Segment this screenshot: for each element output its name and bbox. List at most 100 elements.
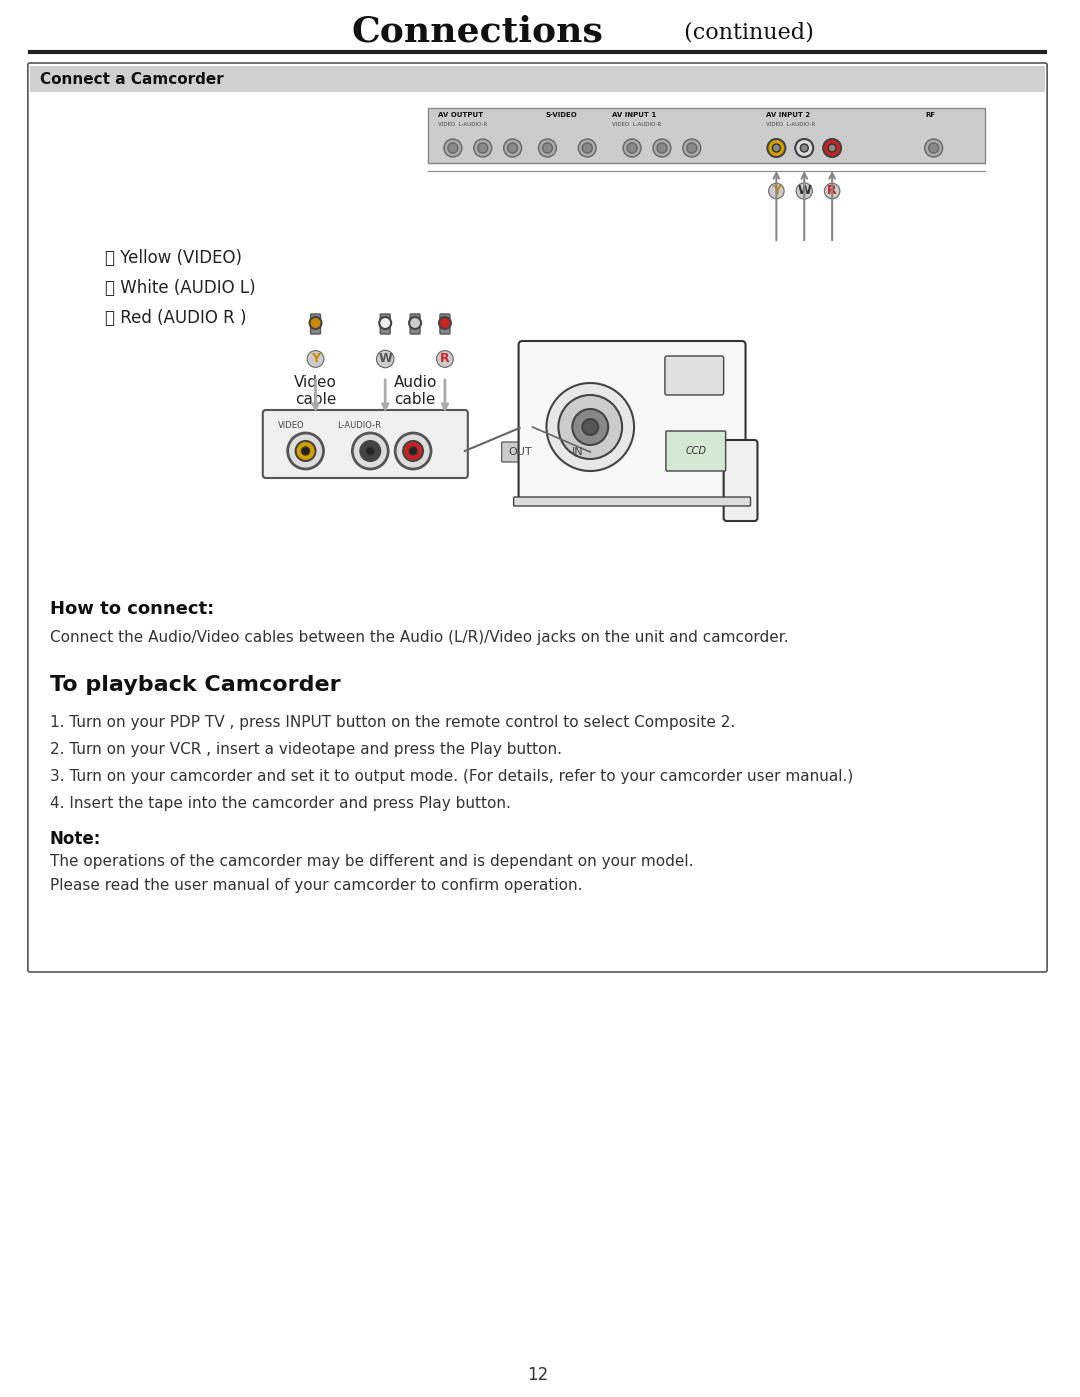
- Circle shape: [366, 447, 375, 455]
- Text: CCD: CCD: [686, 446, 706, 455]
- Text: Please read the user manual of your camcorder to confirm operation.: Please read the user manual of your camc…: [50, 877, 582, 893]
- Text: IN: IN: [572, 447, 584, 457]
- Text: (continued): (continued): [677, 21, 813, 43]
- Circle shape: [657, 142, 666, 154]
- Bar: [428, 108, 985, 163]
- Circle shape: [352, 433, 388, 469]
- Text: VIDEO  L-AUDIO-R: VIDEO L-AUDIO-R: [612, 122, 661, 127]
- Text: How to connect:: How to connect:: [50, 599, 214, 617]
- Text: W: W: [797, 184, 811, 197]
- FancyBboxPatch shape: [380, 314, 390, 334]
- Circle shape: [924, 138, 943, 156]
- Circle shape: [795, 138, 813, 156]
- Text: R: R: [441, 352, 449, 366]
- Text: 1. Turn on your PDP TV , press INPUT button on the remote control to select Comp: 1. Turn on your PDP TV , press INPUT but…: [50, 715, 735, 731]
- Circle shape: [653, 138, 671, 156]
- FancyBboxPatch shape: [724, 440, 757, 521]
- Circle shape: [828, 144, 836, 152]
- FancyBboxPatch shape: [311, 314, 321, 334]
- Circle shape: [474, 138, 491, 156]
- Text: Y: Y: [311, 352, 320, 366]
- Circle shape: [582, 142, 592, 154]
- FancyBboxPatch shape: [666, 432, 726, 471]
- Circle shape: [582, 419, 598, 434]
- Circle shape: [572, 409, 608, 446]
- Text: R: R: [827, 184, 837, 197]
- FancyBboxPatch shape: [28, 63, 1048, 972]
- Text: W: W: [378, 352, 392, 366]
- Circle shape: [403, 441, 423, 461]
- Text: L-AUDIO-R: L-AUDIO-R: [337, 420, 381, 430]
- Text: 2. Turn on your VCR , insert a videotape and press the Play button.: 2. Turn on your VCR , insert a videotape…: [50, 742, 562, 757]
- Text: S-VIDEO: S-VIDEO: [545, 112, 577, 117]
- Circle shape: [772, 144, 781, 152]
- Circle shape: [687, 142, 697, 154]
- Text: ⓡ Red (AUDIO R ): ⓡ Red (AUDIO R ): [105, 309, 246, 327]
- Circle shape: [395, 433, 431, 469]
- Circle shape: [623, 138, 642, 156]
- Circle shape: [827, 142, 837, 154]
- Circle shape: [296, 441, 315, 461]
- Text: VIDEO: VIDEO: [278, 420, 305, 430]
- Circle shape: [287, 433, 324, 469]
- Text: ⓦ White (AUDIO L): ⓦ White (AUDIO L): [105, 279, 255, 298]
- Circle shape: [503, 138, 522, 156]
- Circle shape: [508, 142, 517, 154]
- Text: Audio
cable: Audio cable: [393, 374, 436, 408]
- FancyBboxPatch shape: [410, 314, 420, 334]
- Circle shape: [683, 138, 701, 156]
- FancyBboxPatch shape: [518, 341, 745, 504]
- Circle shape: [477, 142, 488, 154]
- Circle shape: [542, 142, 553, 154]
- Text: Connect the Audio/Video cables between the Audio (L/R)/Video jacks on the unit a: Connect the Audio/Video cables between t…: [50, 630, 788, 645]
- Circle shape: [409, 447, 417, 455]
- Circle shape: [795, 138, 813, 156]
- Circle shape: [771, 142, 781, 154]
- Text: 3. Turn on your camcorder and set it to output mode. (For details, refer to your: 3. Turn on your camcorder and set it to …: [50, 768, 853, 784]
- Circle shape: [768, 138, 785, 156]
- Text: 4. Insert the tape into the camcorder and press Play button.: 4. Insert the tape into the camcorder an…: [50, 796, 511, 812]
- Text: RF: RF: [926, 112, 935, 117]
- FancyBboxPatch shape: [665, 356, 724, 395]
- Circle shape: [438, 317, 451, 330]
- Circle shape: [310, 317, 322, 330]
- Circle shape: [823, 138, 841, 156]
- Circle shape: [379, 317, 391, 330]
- Text: Connections: Connections: [352, 15, 604, 49]
- Circle shape: [800, 144, 808, 152]
- FancyBboxPatch shape: [514, 497, 751, 506]
- Text: AV OUTPUT: AV OUTPUT: [438, 112, 483, 117]
- Circle shape: [444, 138, 462, 156]
- Circle shape: [823, 138, 841, 156]
- Text: AV INPUT 1: AV INPUT 1: [612, 112, 657, 117]
- Circle shape: [558, 395, 622, 460]
- Circle shape: [578, 138, 596, 156]
- Circle shape: [409, 317, 421, 330]
- Circle shape: [546, 383, 634, 471]
- Text: Note:: Note:: [50, 830, 102, 848]
- Text: AV INPUT 2: AV INPUT 2: [767, 112, 811, 117]
- Circle shape: [448, 142, 458, 154]
- Text: VIDEO  L-AUDIO-R: VIDEO L-AUDIO-R: [767, 122, 815, 127]
- Text: 12: 12: [527, 1366, 549, 1384]
- Circle shape: [929, 142, 939, 154]
- FancyBboxPatch shape: [502, 441, 591, 462]
- FancyBboxPatch shape: [30, 66, 1045, 92]
- Text: OUT: OUT: [509, 447, 532, 457]
- Text: Connect a Camcorder: Connect a Camcorder: [40, 71, 224, 87]
- Circle shape: [539, 138, 556, 156]
- Bar: [532, 446, 554, 458]
- Text: The operations of the camcorder may be different and is dependant on your model.: The operations of the camcorder may be d…: [50, 854, 693, 869]
- Circle shape: [768, 138, 785, 156]
- Circle shape: [799, 142, 809, 154]
- Text: VIDEO  L-AUDIO-R: VIDEO L-AUDIO-R: [438, 122, 487, 127]
- FancyBboxPatch shape: [440, 314, 450, 334]
- Text: Video
cable: Video cable: [294, 374, 337, 408]
- Circle shape: [301, 447, 310, 455]
- Text: ⓨ Yellow (VIDEO): ⓨ Yellow (VIDEO): [105, 249, 242, 267]
- Text: Y: Y: [772, 184, 781, 197]
- FancyBboxPatch shape: [262, 409, 468, 478]
- Circle shape: [627, 142, 637, 154]
- Text: To playback Camcorder: To playback Camcorder: [50, 675, 340, 694]
- Circle shape: [361, 441, 380, 461]
